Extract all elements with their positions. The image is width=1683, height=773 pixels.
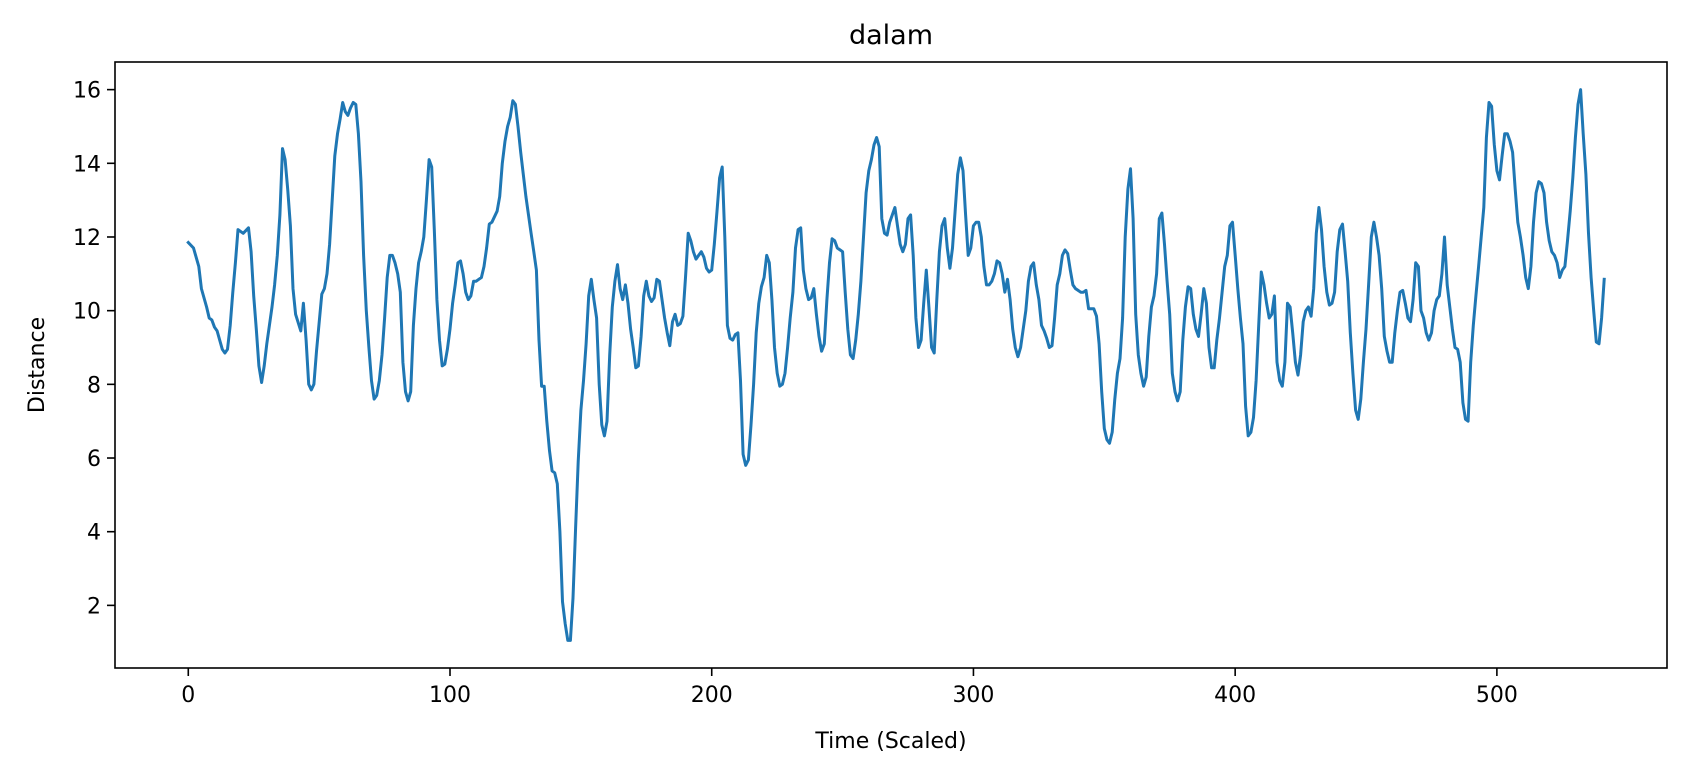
x-axis: 0 100 200 300 400 500 xyxy=(181,668,1518,708)
y-tick-label: 4 xyxy=(87,521,101,546)
x-tick-label: 0 xyxy=(181,683,195,708)
y-tick-label: 14 xyxy=(73,152,101,177)
y-axis-label: Distance xyxy=(25,317,50,413)
y-tick-label: 12 xyxy=(73,226,101,251)
x-tick-label: 200 xyxy=(691,683,733,708)
x-tick-label: 500 xyxy=(1476,683,1518,708)
plot-area xyxy=(186,88,1606,642)
y-tick-label: 16 xyxy=(73,79,101,104)
x-tick-label: 300 xyxy=(952,683,994,708)
y-tick-label: 10 xyxy=(73,300,101,325)
x-axis-label: Time (Scaled) xyxy=(814,729,966,754)
chart-title: dalam xyxy=(849,20,933,51)
x-tick-label: 400 xyxy=(1214,683,1256,708)
y-tick-label: 2 xyxy=(87,594,101,619)
axes-frame xyxy=(114,61,1668,669)
y-axis: 2 4 6 8 10 12 14 16 xyxy=(73,79,115,619)
y-tick-label: 6 xyxy=(87,447,101,472)
y-tick-label: 8 xyxy=(87,373,101,398)
x-tick-label: 100 xyxy=(429,683,471,708)
series-line xyxy=(186,88,1606,642)
